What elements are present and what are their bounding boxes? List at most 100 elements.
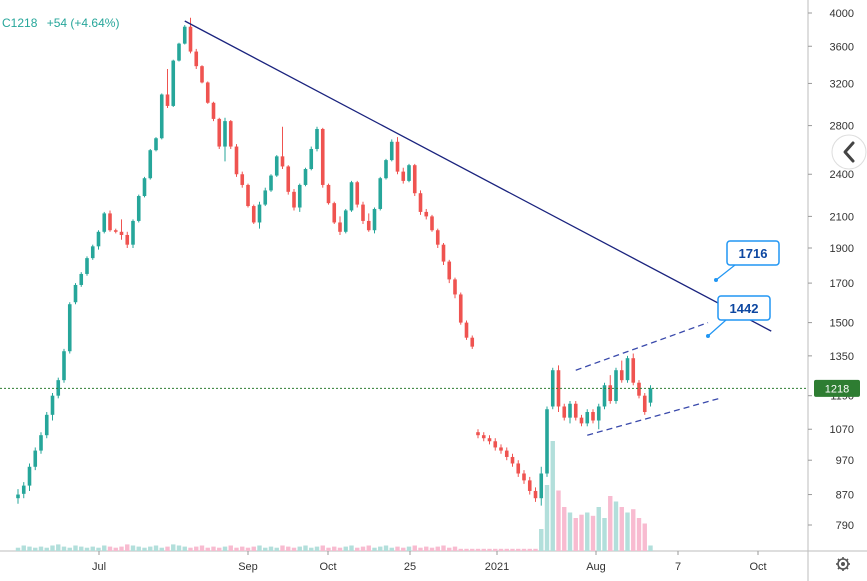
candle-body	[614, 370, 618, 402]
candle	[96, 230, 101, 250]
volume-bar	[516, 548, 521, 551]
candle-body	[648, 388, 653, 403]
candle-body	[424, 211, 429, 217]
candle	[476, 429, 480, 439]
time-tick-label: Sep	[238, 561, 258, 573]
candle-body	[131, 220, 135, 245]
candle-body	[533, 490, 538, 499]
candle-body	[384, 160, 388, 179]
volume-bar	[159, 547, 164, 551]
candle-body	[240, 174, 245, 185]
volume-bar	[107, 546, 113, 551]
candle	[389, 139, 394, 162]
candle-body	[234, 146, 239, 175]
candle	[343, 208, 348, 234]
volume-bar	[153, 545, 159, 551]
candle	[401, 167, 406, 184]
volume-bar	[521, 548, 527, 551]
candle	[619, 360, 624, 383]
candle	[50, 393, 55, 421]
chevron-left-icon[interactable]	[831, 134, 867, 170]
volume-bar	[579, 514, 584, 551]
candle	[205, 81, 210, 104]
volume-bar	[142, 547, 147, 551]
time-tick-label: Jul	[92, 561, 106, 573]
gear-icon[interactable]	[836, 557, 850, 571]
candle	[447, 259, 452, 284]
candle	[585, 409, 590, 427]
price-tick-label: 4000	[830, 8, 854, 20]
candle-body	[435, 230, 440, 245]
candle	[177, 42, 181, 62]
candle-body	[309, 148, 314, 170]
candle	[464, 320, 469, 340]
volume-bar	[136, 546, 141, 551]
callouts: 1716 1442	[706, 240, 780, 338]
candle-body	[338, 222, 342, 232]
callout-anchor	[714, 278, 718, 282]
volume-bar	[406, 546, 412, 551]
candle	[21, 482, 26, 499]
candle-body	[464, 322, 469, 338]
candle-body	[257, 204, 262, 223]
candle-body	[292, 191, 296, 208]
candle-body	[619, 370, 624, 381]
volume-bar	[401, 547, 406, 551]
candle	[159, 93, 164, 140]
candle	[292, 189, 296, 211]
candle-body	[62, 351, 66, 381]
candle-body	[539, 473, 544, 499]
price-tick-label: 1900	[830, 243, 854, 255]
volume-bar	[234, 547, 239, 551]
volume-bar	[395, 546, 400, 551]
candle-body	[412, 165, 417, 194]
candle	[257, 201, 262, 229]
candle	[625, 355, 630, 383]
candle	[545, 406, 549, 477]
candle	[493, 438, 498, 451]
volume-bar	[355, 547, 360, 551]
candle	[62, 348, 66, 383]
volume-bar	[360, 546, 366, 551]
candle	[194, 48, 199, 69]
candle	[67, 302, 72, 354]
volume-bar	[33, 547, 38, 551]
callout-box	[726, 240, 780, 266]
candle-body	[389, 141, 394, 161]
volume-bar	[366, 545, 371, 551]
candle-body	[56, 380, 61, 396]
volume-bar	[326, 547, 331, 551]
candle-body	[16, 494, 20, 499]
volume-bar	[372, 547, 377, 551]
volume-bar	[481, 548, 486, 551]
volume-bar	[194, 546, 199, 551]
candle-body	[372, 208, 377, 231]
candle	[516, 460, 521, 477]
volume-bar	[458, 548, 463, 551]
candle-body	[407, 165, 411, 181]
volume-bar	[165, 546, 170, 551]
candle-body	[602, 385, 607, 407]
candle	[487, 435, 492, 445]
candle-body	[79, 273, 84, 285]
volume-bar	[96, 547, 101, 551]
candle	[228, 119, 233, 149]
candle-body	[205, 82, 210, 103]
volume-bar	[268, 546, 274, 551]
volume-bar	[61, 546, 67, 551]
candle	[309, 146, 314, 171]
candle-body	[154, 138, 158, 151]
volume-bar	[320, 545, 325, 551]
candle	[182, 25, 187, 45]
price-badge-text: 1218	[825, 383, 849, 395]
price-badge-bg	[814, 379, 860, 397]
volume-bar	[15, 547, 21, 551]
candle-body	[263, 190, 268, 205]
volume-bar	[130, 545, 136, 551]
candle-body	[591, 412, 595, 421]
candle	[384, 158, 388, 180]
volume-bar	[544, 485, 550, 551]
